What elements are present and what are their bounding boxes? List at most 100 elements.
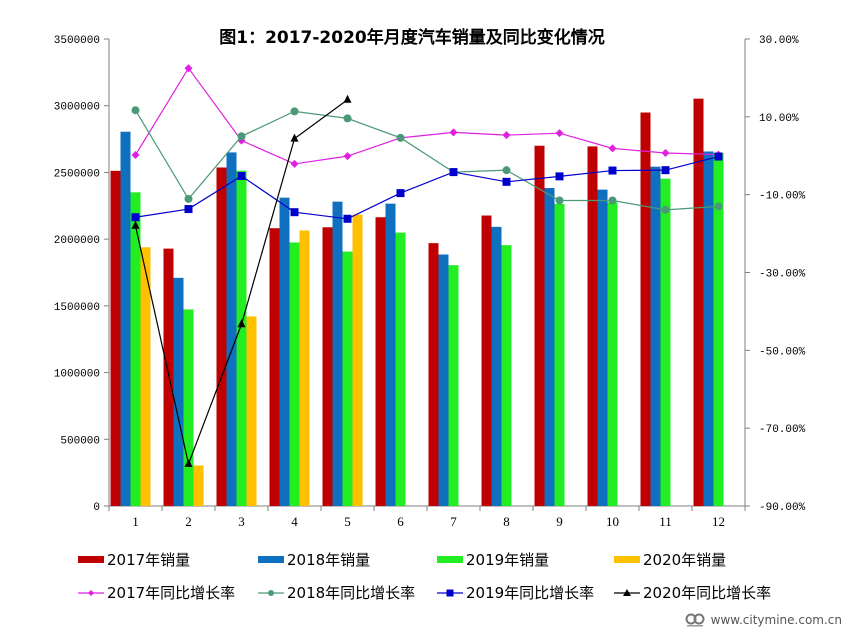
legend-label: 2019年同比增长率 [466,584,595,602]
marker-2017-growth [555,129,564,138]
bar-2019-month-12 [713,152,724,506]
marker-2019-growth [502,177,511,186]
citymine-logo-icon [685,613,705,627]
legend-label: 2020年同比增长率 [643,584,772,602]
bar-2018-month-1 [120,131,131,507]
x-tick-label: 7 [450,514,457,529]
y2-tick-label: -10.00% [759,191,806,203]
marker-2018-growth [555,196,564,205]
bar-2017-month-7 [428,243,439,506]
y2-tick-label: -30.00% [759,269,806,281]
legend-line-marker-icon [258,587,284,599]
bar-2018-month-11 [650,166,661,506]
legend-item: 2017年销量 [78,549,190,570]
legend-line-marker-icon [614,587,640,599]
y-tick-label: 2500000 [54,168,100,180]
x-tick-label: 12 [712,514,725,529]
marker-2018-growth [131,106,140,115]
legend-item: 2018年销量 [258,549,370,570]
bar-2018-month-5 [332,201,343,507]
bar-2018-month-2 [173,277,184,506]
marker-2019-growth [608,166,617,175]
legend-swatch [78,556,104,563]
bars [110,98,724,507]
x-tick-label: 4 [291,514,298,529]
bar-2018-month-8 [491,226,502,506]
y2-tick-label: -90.00% [759,502,806,514]
marker-2017-growth [184,64,193,73]
bar-2018-month-3 [226,152,237,506]
legend-line-marker-icon [78,587,104,599]
chart: 图1：2017-2020年月度汽车销量及同比变化情况 0 500000 100000… [54,27,806,529]
bar-2019-month-11 [660,178,671,506]
y2-tick-label: -70.00% [759,424,806,436]
x-tick-label: 9 [556,514,563,529]
bar-2020-month-4 [299,230,310,506]
x-tick-label: 1 [132,514,139,529]
marker-2018-growth [343,114,352,123]
bar-2019-month-7 [448,265,459,506]
y2-tick-label: 30.00% [759,35,799,47]
bar-2020-month-3 [246,316,257,506]
marker-2018-growth [502,166,511,175]
x-tick-label: 3 [238,514,245,529]
marker-2018-growth [661,205,670,214]
marker-2020-growth [131,220,140,229]
bar-2019-month-2 [183,309,194,506]
y-tick-label: 3500000 [54,35,100,47]
marker-2018-growth [290,107,299,116]
y-tick-label: 500000 [60,435,100,447]
bar-2017-month-3 [216,167,227,507]
y-tick-label: 0 [93,502,100,514]
marker-2020-growth [343,94,352,103]
legend-item: 2020年销量 [614,549,726,570]
bar-2019-month-6 [395,232,406,506]
bar-2017-month-10 [587,146,598,506]
marker-2019-growth [290,208,299,217]
bar-2017-month-8 [481,215,492,506]
axes: 0 500000 1000000 1500000 2000000 2500000 30000… [54,35,806,529]
bar-2019-month-8 [501,245,512,506]
chart-title: 图1：2017-2020年月度汽车销量及同比变化情况 [219,27,605,48]
legend-item: 2019年同比增长率 [437,582,594,603]
bar-2020-month-1 [140,247,151,507]
legend-item: 2017年同比增长率 [78,582,235,603]
marker-2020-growth [290,133,299,142]
marker-2019-growth [237,171,246,180]
x-tick-label: 8 [503,514,510,529]
marker-2019-growth [555,172,564,181]
bar-2019-month-9 [554,203,565,506]
bar-2019-month-10 [607,202,618,506]
legend-label: 2018年同比增长率 [287,584,416,602]
marker-2017-growth [608,144,617,153]
legend: 2017年销量 2018年销量 2019年销量 2020年销量 2017年同比增长率 20… [0,545,848,615]
y-tick-label: 1000000 [54,369,100,381]
bar-2019-month-1 [130,192,141,506]
line-2017-growth [134,67,719,165]
watermark: www.citymine.com.cn [685,613,842,627]
marker-2019-growth [396,189,405,198]
marker-2018-growth [237,132,246,141]
marker-2017-growth [290,159,299,168]
bar-2019-month-5 [342,251,353,506]
y2-tick-label: 10.00% [759,113,799,125]
marker-2017-growth [343,152,352,161]
marker-2020-growth [184,458,193,467]
bar-2017-month-1 [110,170,121,506]
x-tick-label: 10 [606,514,619,529]
y-tick-label: 2000000 [54,235,100,247]
marker-2019-growth [131,213,140,222]
x-tick-label: 2 [185,514,192,529]
legend-item: 2020年同比增长率 [614,582,771,603]
legend-swatch [258,556,284,563]
marker-2018-growth [608,196,617,205]
legend-label: 2020年销量 [643,551,727,569]
bar-2018-month-4 [279,197,290,506]
bar-2018-month-10 [597,189,608,506]
line-2019-growth [135,155,719,220]
bar-2018-month-6 [385,203,396,506]
marker-2019-growth [343,214,352,223]
x-tick-label: 6 [397,514,404,529]
y-tick-label: 3000000 [54,102,100,114]
marker-2017-growth [131,150,140,159]
